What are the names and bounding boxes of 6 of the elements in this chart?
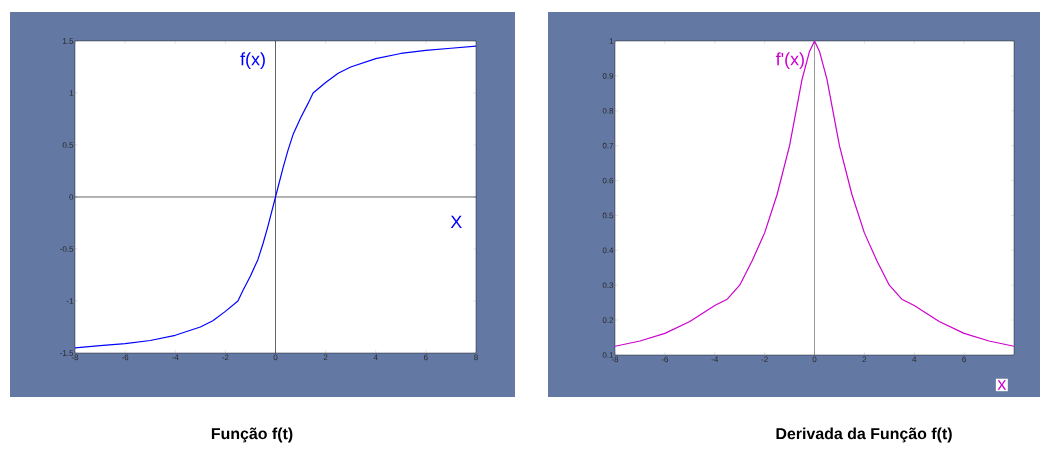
x-axis-title: X <box>450 215 462 229</box>
text: Derivada da Função f(t) <box>776 427 952 443</box>
text: Função f(t) <box>211 427 293 443</box>
x-axis-title: x <box>997 380 1007 390</box>
y-axis-title: f'(x) <box>775 52 804 70</box>
y-axis-title: f(x) <box>240 52 265 70</box>
